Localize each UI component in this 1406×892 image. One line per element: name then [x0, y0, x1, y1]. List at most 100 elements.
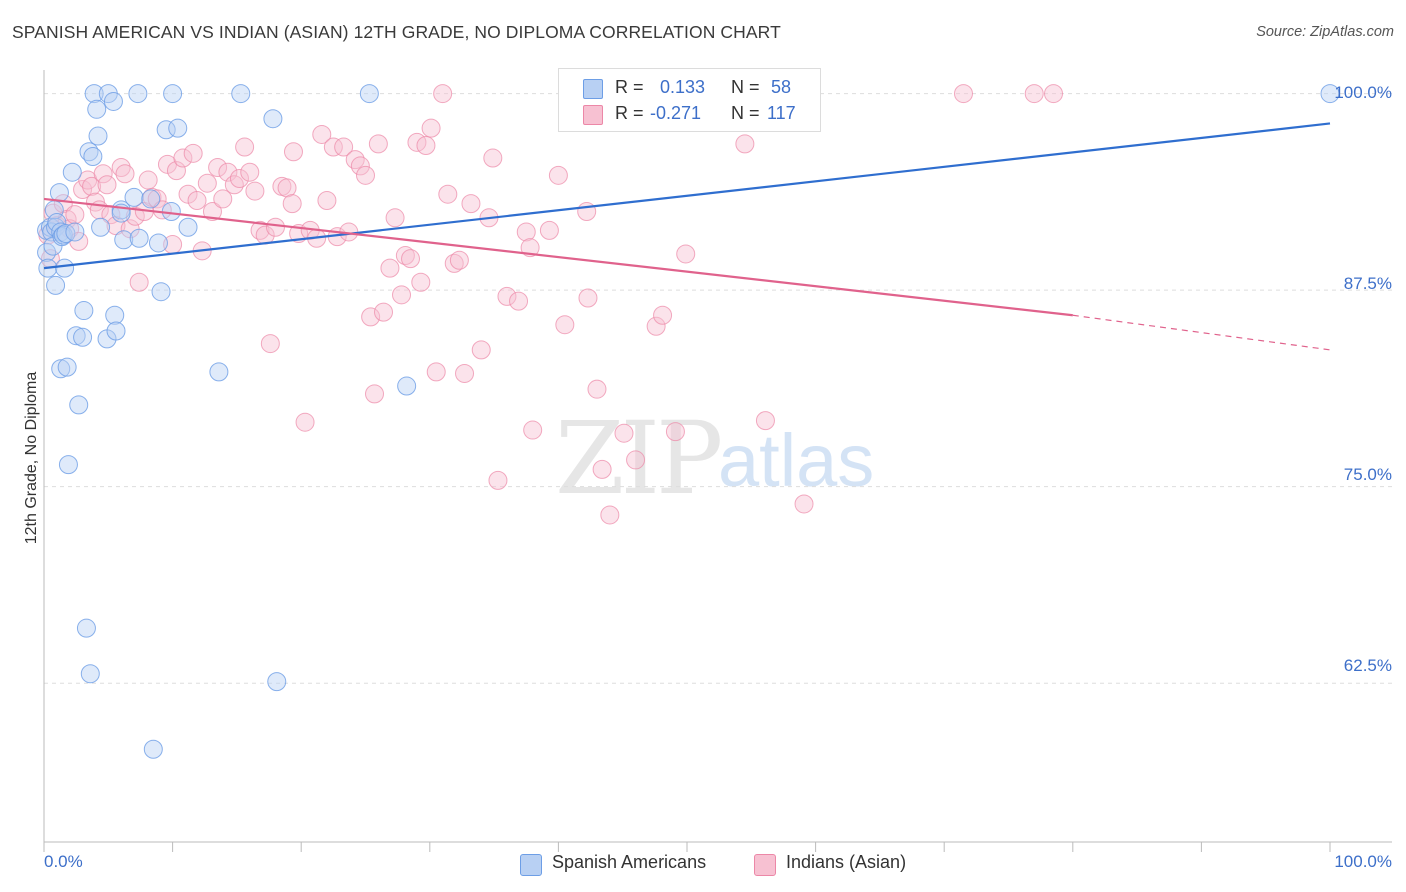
data-point-indians-asian: [587, 379, 607, 399]
data-point-indians-asian: [455, 363, 475, 383]
data-point-spanish-americans: [58, 455, 78, 475]
data-point-spanish-americans: [62, 162, 82, 182]
data-point-indians-asian: [125, 206, 145, 226]
legend-r-label: R =: [615, 103, 644, 123]
data-point-indians-asian: [665, 422, 685, 442]
data-point-spanish-americans: [105, 305, 125, 325]
data-point-spanish-americans: [84, 84, 104, 104]
data-point-indians-asian: [312, 124, 332, 144]
legend-r-value: -0.271: [650, 103, 702, 123]
data-point-indians-asian: [282, 194, 302, 214]
data-point-indians-asian: [166, 161, 186, 181]
data-point-indians-asian: [592, 459, 612, 479]
data-point-indians-asian: [516, 222, 536, 242]
legend-row-indians-asian: R = -0.271 N = 117: [559, 101, 820, 127]
data-point-indians-asian: [735, 134, 755, 154]
data-point-indians-asian: [461, 194, 481, 214]
trend-lines: [43, 122, 1331, 351]
data-point-indians-asian: [653, 305, 673, 325]
data-point-indians-asian: [471, 340, 491, 360]
data-point-spanish-americans: [55, 258, 75, 278]
data-point-indians-asian: [93, 164, 113, 184]
data-point-indians-asian: [213, 189, 233, 209]
data-point-spanish-americans: [231, 84, 251, 104]
data-point-indians-asian: [277, 178, 297, 198]
data-point-spanish-americans: [161, 202, 181, 222]
series-indians-asian-points: [38, 84, 1064, 525]
data-point-spanish-americans: [51, 359, 71, 379]
y-tick-label-62-5: 62.5%: [1343, 656, 1392, 675]
data-point-indians-asian: [395, 246, 415, 266]
legend-n-label: N =: [731, 77, 760, 97]
data-point-spanish-americans: [1320, 84, 1340, 104]
data-point-spanish-americans: [65, 222, 85, 242]
axes: [43, 70, 1392, 852]
data-point-indians-asian: [444, 253, 464, 273]
data-point-indians-asian: [1024, 84, 1044, 104]
legend-swatch-pink: [583, 105, 603, 125]
legend-n-value: 117: [767, 103, 796, 123]
data-point-indians-asian: [361, 307, 381, 327]
data-point-spanish-americans: [263, 109, 283, 129]
bottom-legend-label: Indians (Asian): [786, 852, 907, 872]
source-label: Source: ZipAtlas.com: [1256, 24, 1394, 40]
legend-row-spanish-americans: R = 0.133 N = 58: [559, 75, 820, 101]
data-point-spanish-americans: [128, 84, 148, 104]
data-point-indians-asian: [794, 494, 814, 514]
data-point-indians-asian: [421, 118, 441, 138]
data-point-indians-asian: [1044, 84, 1064, 104]
data-point-indians-asian: [43, 203, 63, 223]
data-point-spanish-americans: [129, 228, 149, 248]
data-point-indians-asian: [539, 220, 559, 240]
data-point-spanish-americans: [359, 84, 379, 104]
data-point-spanish-americans: [148, 233, 168, 253]
bottom-legend-label: Spanish Americans: [552, 852, 707, 872]
data-point-indians-asian: [523, 420, 543, 440]
data-point-spanish-americans: [52, 227, 72, 247]
watermark-zip: ZIP: [555, 400, 723, 517]
correlation-legend: R = 0.133 N = 58 R = -0.271 N = 117: [558, 68, 821, 132]
data-point-indians-asian: [374, 302, 394, 322]
data-point-indians-asian: [235, 137, 255, 157]
data-point-spanish-americans: [80, 664, 100, 684]
data-point-indians-asian: [202, 202, 222, 222]
data-point-indians-asian: [411, 272, 431, 292]
data-point-indians-asian: [245, 181, 265, 201]
data-point-indians-asian: [295, 412, 315, 432]
data-point-indians-asian: [426, 362, 446, 382]
data-point-indians-asian: [115, 164, 135, 184]
data-point-indians-asian: [520, 238, 540, 258]
data-point-spanish-americans: [151, 282, 171, 302]
data-point-indians-asian: [646, 316, 666, 336]
data-point-indians-asian: [488, 470, 508, 490]
data-point-indians-asian: [385, 208, 405, 228]
legend-r-label: R =: [615, 77, 644, 97]
data-point-spanish-americans: [163, 84, 183, 104]
data-point-indians-asian: [577, 202, 597, 222]
data-point-indians-asian: [265, 217, 285, 237]
data-point-spanish-americans: [114, 230, 134, 250]
x-tick-label-100: 100.0%: [1334, 852, 1392, 871]
data-point-indians-asian: [449, 250, 469, 270]
data-point-indians-asian: [356, 165, 375, 185]
data-point-spanish-americans: [124, 187, 144, 207]
legend-n-value: 58: [771, 77, 792, 97]
data-point-indians-asian: [224, 175, 244, 195]
data-point-indians-asian: [578, 288, 598, 308]
data-point-indians-asian: [173, 148, 193, 168]
data-point-spanish-americans: [46, 275, 66, 295]
data-point-indians-asian: [317, 191, 337, 211]
data-point-indians-asian: [283, 142, 303, 162]
data-point-indians-asian: [401, 249, 421, 269]
data-point-spanish-americans: [397, 376, 417, 396]
data-point-indians-asian: [555, 315, 575, 335]
data-point-spanish-americans: [106, 321, 126, 341]
data-point-spanish-americans: [91, 217, 111, 237]
data-point-indians-asian: [368, 134, 388, 154]
data-point-spanish-americans: [141, 189, 161, 209]
data-point-indians-asian: [218, 162, 238, 182]
data-point-spanish-americans: [88, 126, 108, 146]
data-point-spanish-americans: [87, 99, 107, 119]
data-point-spanish-americans: [267, 672, 287, 692]
